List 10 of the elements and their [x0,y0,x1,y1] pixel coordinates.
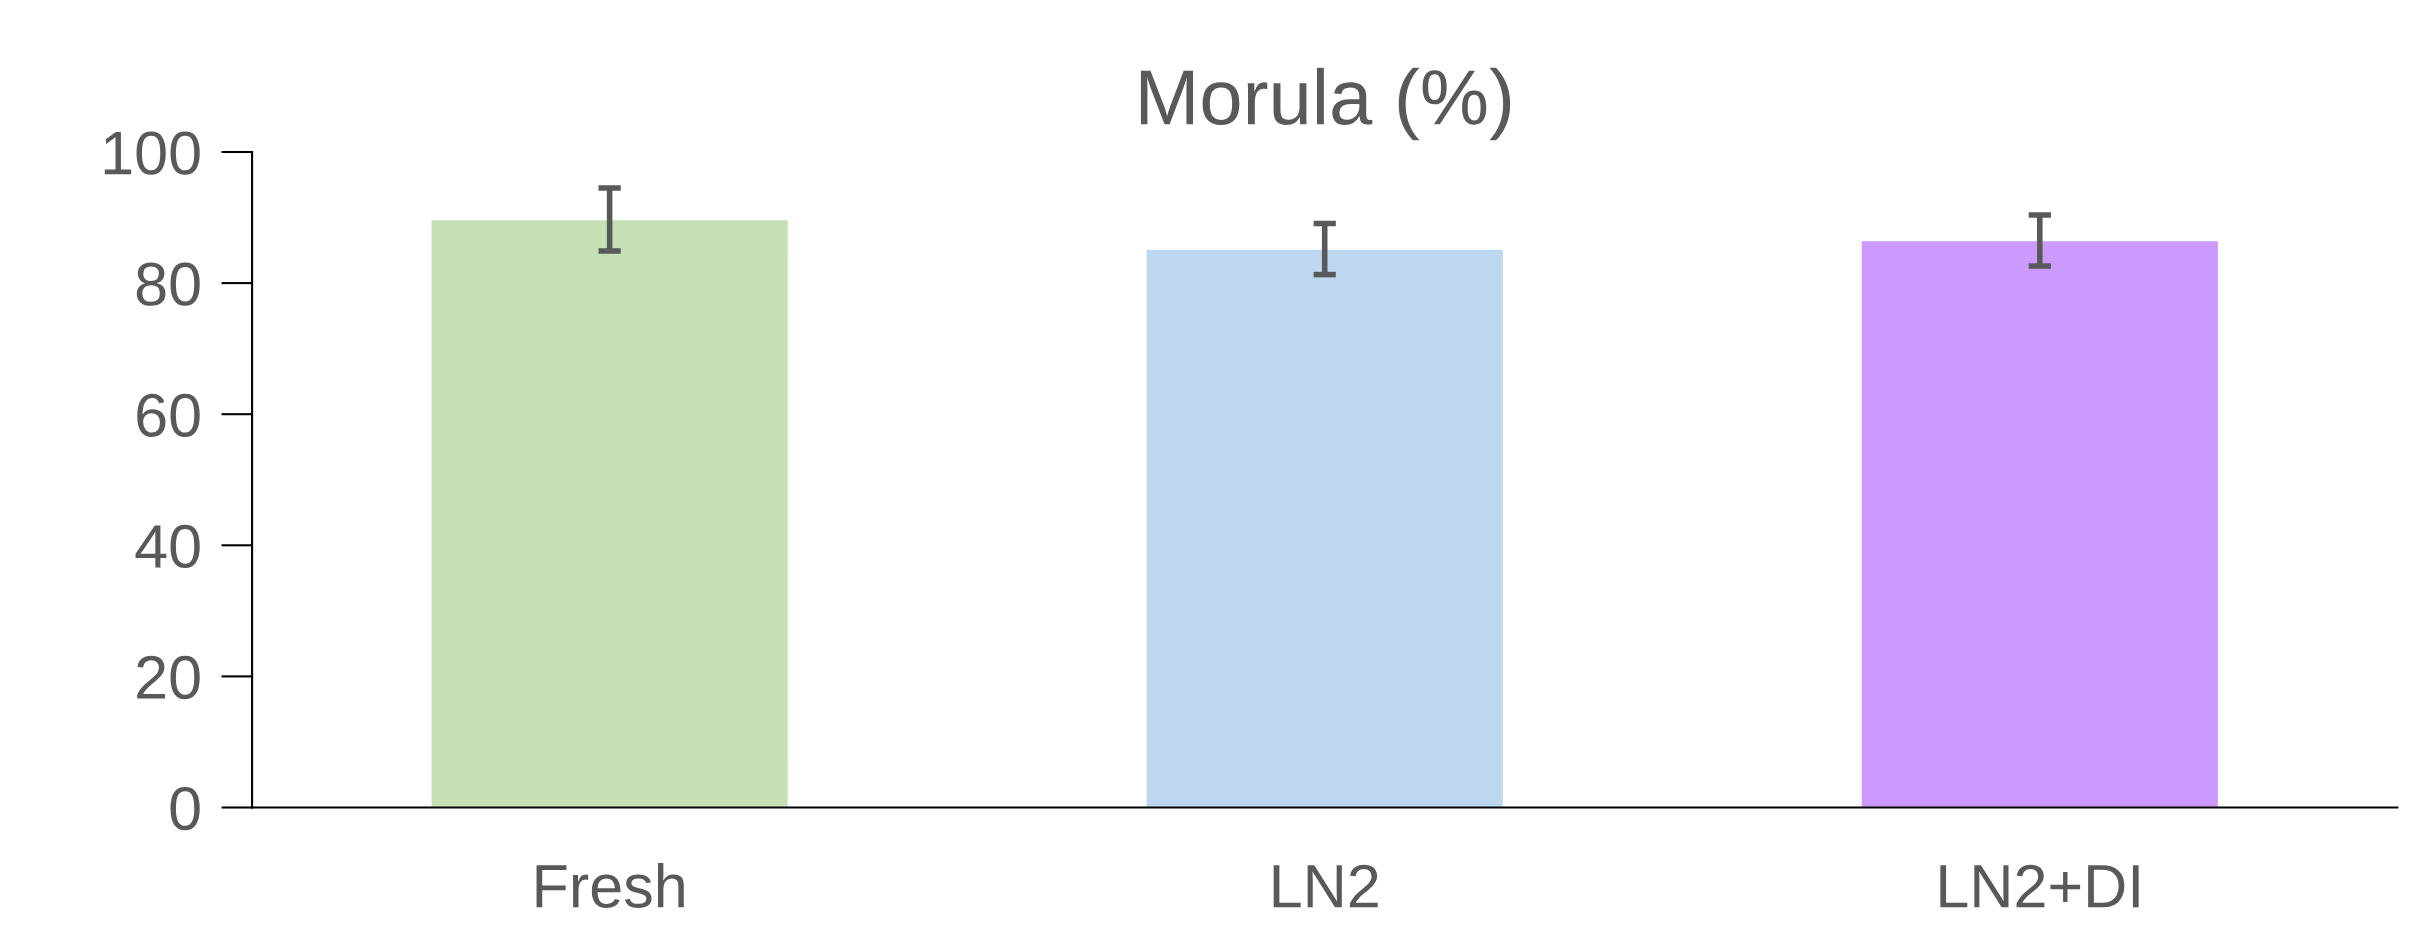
y-tick-label: 20 [137,655,200,700]
y-tick-label: 60 [137,393,200,437]
x-tick-label: Fresh [536,863,684,908]
x-tick-label: LN2+DI [1940,864,2139,908]
x-tick-label: LN2 [1273,864,1378,908]
y-tick-label: 0 [170,786,200,831]
y-tick-label: 100 [104,131,200,175]
y-tick-label: 80 [136,262,200,306]
chart-title: Morula (%) [1140,67,1511,141]
y-tick-label: 40 [135,524,200,569]
